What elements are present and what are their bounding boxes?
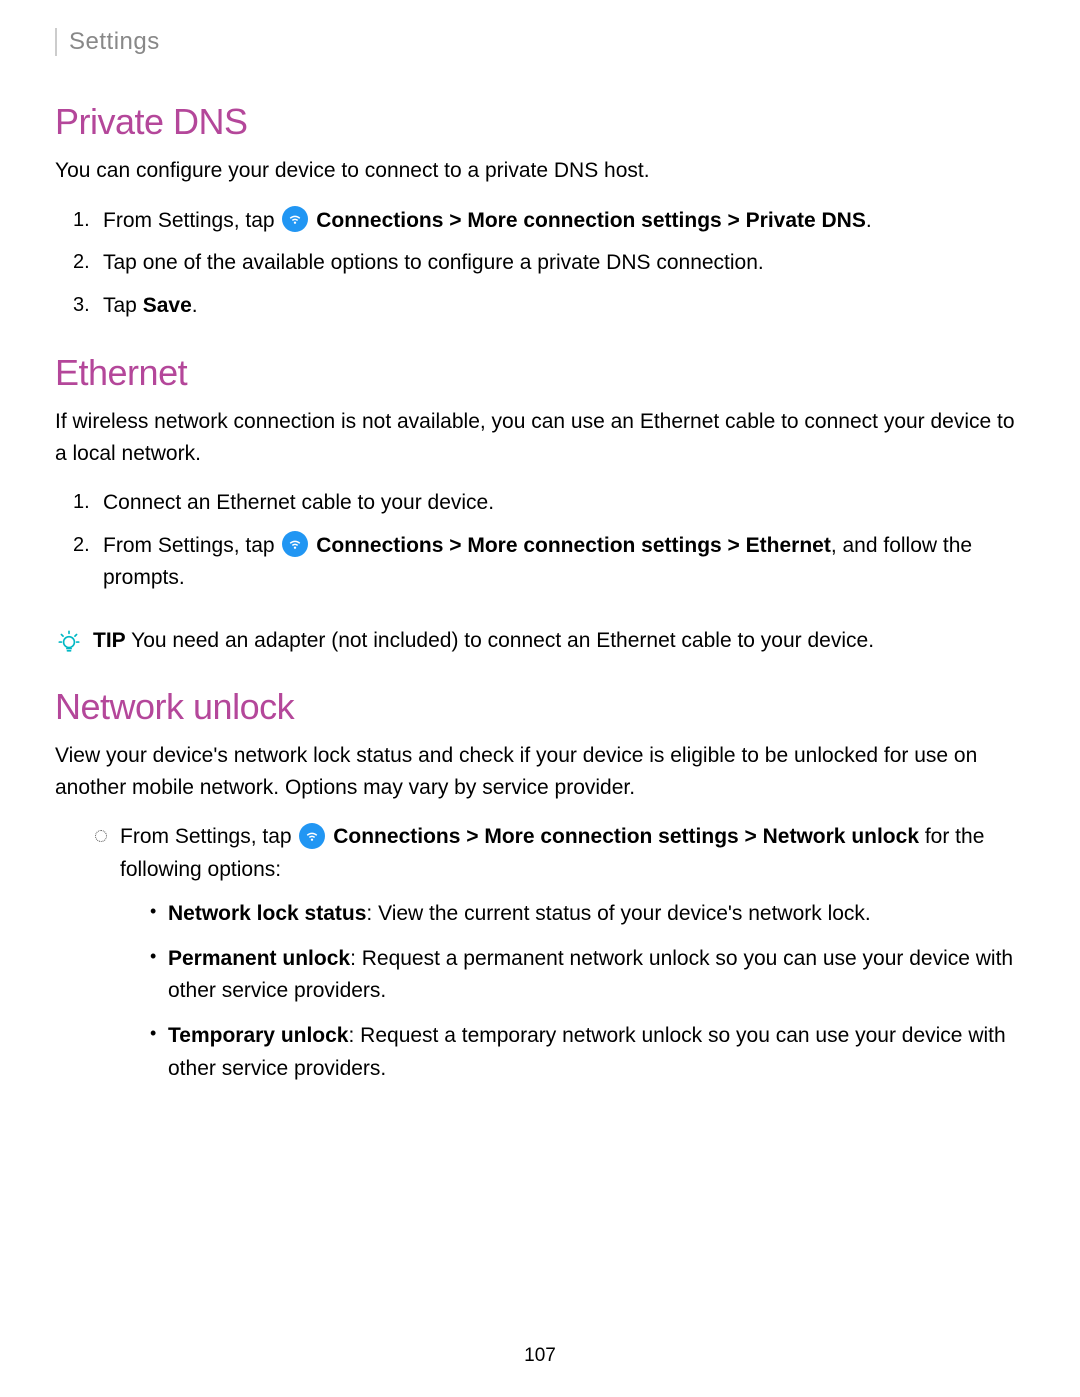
header-breadcrumb: Settings bbox=[55, 28, 1025, 56]
wifi-icon bbox=[282, 531, 308, 557]
network-unlock-list: From Settings, tap Connections > More co… bbox=[100, 821, 1025, 1085]
private-dns-step-3: Tap Save. bbox=[83, 290, 1025, 323]
opt-text: : View the current status of your device… bbox=[366, 902, 870, 925]
network-unlock-intro: View your device's network lock status a… bbox=[55, 740, 1025, 803]
step-post: . bbox=[866, 209, 872, 232]
heading-ethernet: Ethernet bbox=[55, 352, 1025, 394]
private-dns-intro: You can configure your device to connect… bbox=[55, 155, 1025, 187]
ethernet-step-2: From Settings, tap Connections > More co… bbox=[83, 530, 1025, 595]
step-bold: Save bbox=[143, 294, 192, 317]
wifi-icon bbox=[299, 823, 325, 849]
step-text: From Settings, tap bbox=[103, 534, 280, 557]
ethernet-tip: TIP You need an adapter (not included) t… bbox=[55, 625, 1025, 657]
tip-text: You need an adapter (not included) to co… bbox=[126, 629, 874, 652]
step-bold: Connections > More connection settings >… bbox=[310, 534, 830, 557]
section-network-unlock: Network unlock View your device's networ… bbox=[55, 686, 1025, 1085]
option-permanent-unlock: Permanent unlock: Request a permanent ne… bbox=[150, 943, 1025, 1008]
lightbulb-icon bbox=[55, 627, 83, 655]
private-dns-steps: From Settings, tap Connections > More co… bbox=[83, 205, 1025, 323]
step-bold: Connections > More connection settings >… bbox=[310, 209, 865, 232]
ethernet-intro: If wireless network connection is not av… bbox=[55, 406, 1025, 469]
ethernet-step-1: Connect an Ethernet cable to your device… bbox=[83, 487, 1025, 520]
opt-bold: Permanent unlock bbox=[168, 947, 350, 970]
heading-network-unlock: Network unlock bbox=[55, 686, 1025, 728]
step-text: From Settings, tap bbox=[103, 209, 280, 232]
section-private-dns: Private DNS You can configure your devic… bbox=[55, 101, 1025, 322]
tip-content: TIP You need an adapter (not included) t… bbox=[93, 625, 874, 657]
network-unlock-step: From Settings, tap Connections > More co… bbox=[100, 821, 1025, 1085]
tip-label: TIP bbox=[93, 629, 126, 652]
step-text: From Settings, tap bbox=[120, 825, 297, 848]
heading-private-dns: Private DNS bbox=[55, 101, 1025, 143]
step-post: . bbox=[192, 294, 198, 317]
option-network-lock-status: Network lock status: View the current st… bbox=[150, 898, 1025, 931]
wifi-icon bbox=[282, 206, 308, 232]
page-number: 107 bbox=[0, 1345, 1080, 1367]
opt-bold: Temporary unlock bbox=[168, 1024, 349, 1047]
ethernet-steps: Connect an Ethernet cable to your device… bbox=[83, 487, 1025, 595]
opt-bold: Network lock status bbox=[168, 902, 366, 925]
step-bold: Connections > More connection settings >… bbox=[327, 825, 919, 848]
section-ethernet: Ethernet If wireless network connection … bbox=[55, 352, 1025, 656]
private-dns-step-1: From Settings, tap Connections > More co… bbox=[83, 205, 1025, 238]
step-text: Tap bbox=[103, 294, 143, 317]
option-temporary-unlock: Temporary unlock: Request a temporary ne… bbox=[150, 1020, 1025, 1085]
private-dns-step-2: Tap one of the available options to conf… bbox=[83, 247, 1025, 280]
network-unlock-options: Network lock status: View the current st… bbox=[150, 898, 1025, 1085]
